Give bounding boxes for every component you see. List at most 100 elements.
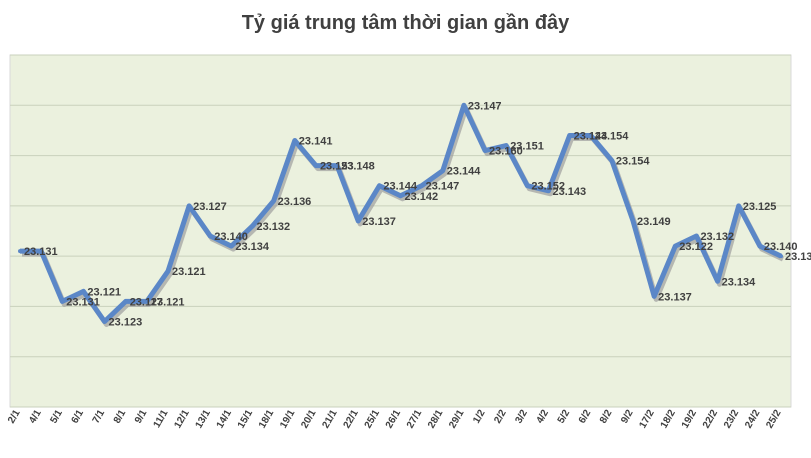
data-point (461, 103, 466, 108)
data-label: 23.132 (700, 231, 734, 243)
data-point (250, 223, 255, 228)
data-point (102, 319, 107, 324)
data-label: 23.143 (552, 186, 586, 198)
data-label: 23.117 (130, 296, 163, 308)
x-tick-label: 25/2 (764, 408, 783, 431)
data-point (588, 133, 593, 138)
x-tick-label: 18/1 (257, 408, 276, 431)
data-point (335, 163, 340, 168)
x-tick-label: 28/1 (426, 408, 445, 431)
data-point (779, 254, 783, 259)
data-point (123, 299, 128, 304)
data-label: 23.127 (193, 201, 227, 213)
data-label: 23.144 (383, 181, 418, 193)
x-tick-label: 2/2 (492, 408, 509, 426)
data-point (419, 183, 424, 188)
data-label: 23.152 (531, 181, 565, 193)
data-label: 23.140 (764, 241, 798, 253)
data-label: 23.148 (341, 161, 375, 173)
x-tick-label: 12/1 (172, 408, 191, 431)
x-tick-label: 22/2 (701, 408, 720, 431)
x-tick-label: 8/2 (598, 408, 615, 426)
x-tick-label: 8/1 (112, 408, 129, 426)
data-point (187, 203, 192, 208)
data-point (440, 168, 445, 173)
x-tick-label: 14/1 (215, 408, 234, 431)
series-line-shadow (22, 105, 785, 328)
data-point (377, 183, 382, 188)
data-label: 23.130 (806, 0, 811, 3)
data-label: 23.141 (299, 135, 333, 147)
data-point (525, 183, 530, 188)
data-point (567, 133, 572, 138)
data-point (165, 269, 170, 274)
data-label: 23.142 (405, 191, 439, 203)
plot-area (9, 54, 792, 408)
data-point (609, 158, 614, 163)
data-label: 23.151 (510, 141, 544, 153)
x-tick-label: 6/1 (70, 408, 87, 426)
data-point (60, 299, 65, 304)
data-label: 23.147 (468, 100, 502, 112)
data-label: 23.134 (722, 276, 757, 288)
x-tick-label: 22/1 (342, 408, 361, 431)
x-tick-label: 3/2 (513, 408, 530, 426)
data-point (504, 143, 509, 148)
data-point (398, 193, 403, 198)
x-tick-label: 21/1 (320, 408, 339, 431)
data-label: 23.147 (426, 181, 460, 193)
x-tick-label: 19/1 (278, 408, 297, 431)
data-label: 23.160 (489, 146, 523, 158)
data-point (229, 244, 234, 249)
x-tick-label: 29/1 (447, 408, 466, 431)
data-label: 23.149 (637, 216, 671, 228)
data-point (631, 218, 636, 223)
x-tick-label: 5/1 (48, 408, 65, 426)
data-point (356, 218, 361, 223)
x-tick-label: 13/1 (194, 408, 213, 431)
x-tick-label: 26/1 (384, 408, 403, 431)
x-tick-label: 6/2 (577, 408, 594, 426)
data-point (292, 138, 297, 143)
x-tick-label: 19/2 (680, 408, 699, 431)
x-tick-label: 17/2 (638, 408, 657, 431)
data-point (208, 234, 213, 239)
data-point (736, 203, 741, 208)
data-label: 23.132 (785, 251, 811, 263)
data-label: 23.122 (679, 241, 713, 253)
data-label: 23.137 (658, 291, 692, 303)
data-label: 23.123 (109, 317, 143, 329)
data-point (144, 299, 149, 304)
data-label: 23.153 (320, 161, 354, 173)
data-label: 23.140 (214, 231, 248, 243)
data-label: 23.154 (616, 156, 651, 168)
data-point (313, 163, 318, 168)
data-point (39, 249, 44, 254)
x-tick-label: 1/2 (471, 408, 488, 426)
data-label: 23.144 (574, 130, 609, 142)
x-tick-label: 11/1 (152, 408, 171, 430)
data-point (546, 188, 551, 193)
data-point (271, 198, 276, 203)
data-point (673, 244, 678, 249)
data-label: 23.132 (257, 221, 291, 233)
x-tick-label: 27/1 (405, 408, 424, 431)
x-tick-label: 2/1 (6, 408, 23, 426)
data-label: 23.131 (66, 296, 100, 308)
x-tick-label: 20/1 (299, 408, 318, 431)
data-point (715, 279, 720, 284)
x-tick-label: 7/1 (91, 408, 108, 426)
data-label: 23.137 (362, 216, 396, 228)
x-tick-label: 9/1 (133, 408, 150, 426)
x-tick-label: 5/2 (556, 408, 573, 426)
x-tick-label: 15/1 (236, 408, 255, 431)
data-label: 23.134 (235, 241, 270, 253)
x-tick-label: 18/2 (659, 408, 678, 431)
data-point (18, 249, 22, 254)
data-point (81, 289, 86, 294)
data-label: 23.121 (151, 296, 185, 308)
data-point (483, 148, 488, 153)
data-label: 23.121 (172, 266, 206, 278)
